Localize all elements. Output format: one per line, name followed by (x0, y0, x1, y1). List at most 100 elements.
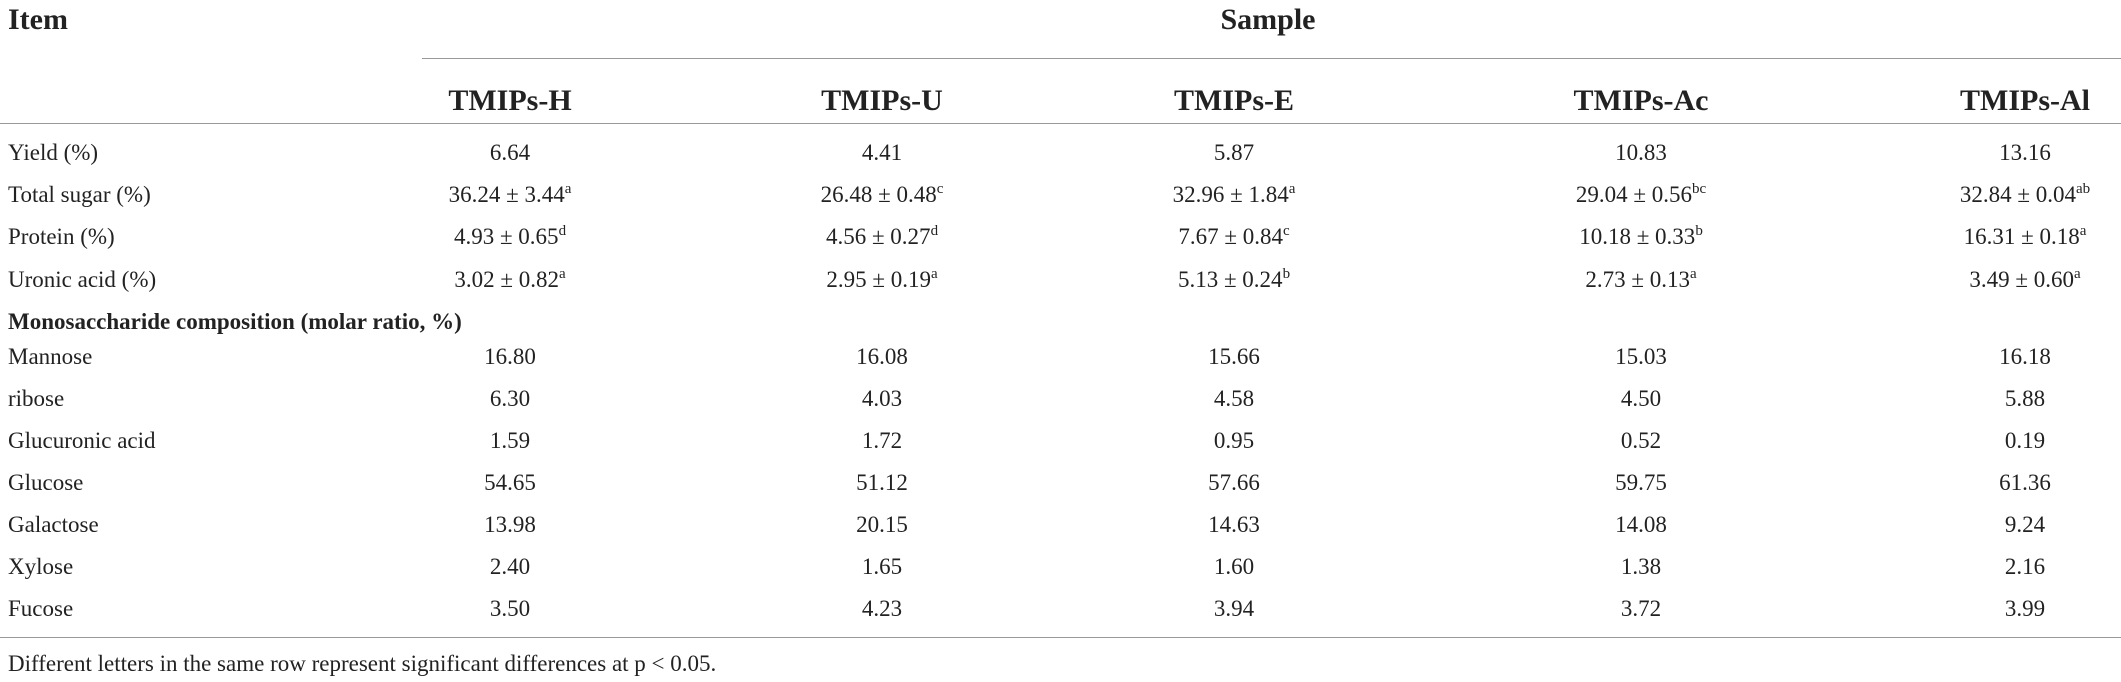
cell-value: 14.08 (1615, 512, 1667, 537)
cell: 13.98 (484, 512, 536, 538)
rule (0, 123, 2121, 124)
cell-value: 13.98 (484, 512, 536, 537)
item-header: Item (8, 3, 68, 36)
cell: 61.36 (1999, 470, 2051, 496)
cell: 6.30 (490, 386, 530, 412)
cell-value: 3.02 ± 0.82 (454, 267, 559, 292)
cell-value: 1.59 (489, 428, 531, 453)
significance-letter: ab (2075, 181, 2091, 197)
cell-value: 5.88 (2004, 386, 2046, 411)
cell: 4.56 ± 0.27d (826, 224, 938, 250)
rule (0, 637, 2121, 638)
cell-value: 10.83 (1615, 140, 1667, 165)
row-label: Total sugar (%) (8, 182, 151, 207)
significance-letter: a (2079, 223, 2087, 239)
cell: 4.03 (862, 386, 902, 412)
cell-value: 57.66 (1208, 470, 1260, 495)
cell: 3.50 (490, 596, 530, 622)
cell-value: 7.67 ± 0.84 (1178, 224, 1283, 249)
row-label: ribose (8, 386, 65, 411)
column-header: TMIPs-Al (1960, 84, 2090, 117)
cell: 5.87 (1214, 140, 1254, 166)
row-label: Xylose (8, 554, 74, 579)
cell-value: 26.48 ± 0.48 (820, 182, 937, 207)
cell-value: 16.08 (856, 344, 908, 369)
cell-value: 36.24 ± 3.44 (448, 182, 565, 207)
cell: 4.58 (1214, 386, 1254, 412)
cell-value: 0.95 (1213, 428, 1255, 453)
cell: 6.64 (490, 140, 530, 166)
cell-value: 3.49 ± 0.60 (1969, 267, 2074, 292)
cell: 36.24 ± 3.44a (449, 182, 572, 208)
cell: 51.12 (856, 470, 908, 496)
row-label: Uronic acid (%) (8, 267, 157, 292)
cell: 3.02 ± 0.82a (454, 267, 565, 293)
row-label: Fucose (8, 596, 74, 621)
cell: 2.16 (2005, 554, 2045, 580)
cell: 32.84 ± 0.04ab (1960, 182, 2090, 208)
cell-value: 1.72 (861, 428, 903, 453)
cell: 4.50 (1621, 386, 1661, 412)
cell-value: 2.40 (489, 554, 531, 579)
cell: 2.40 (490, 554, 530, 580)
cell: 0.95 (1214, 428, 1254, 454)
cell: 2.73 ± 0.13a (1585, 267, 1696, 293)
cell-value: 1.60 (1213, 554, 1255, 579)
cell-value: 4.58 (1213, 386, 1255, 411)
cell: 9.24 (2005, 512, 2045, 538)
cell-value: 54.65 (484, 470, 536, 495)
significance-letter: a (558, 266, 566, 282)
cell-value: 5.87 (1213, 140, 1255, 165)
cell-value: 3.99 (2004, 596, 2046, 621)
cell: 0.52 (1621, 428, 1661, 454)
cell-value: 6.64 (489, 140, 531, 165)
row-label: Galactose (8, 512, 99, 537)
cell: 16.18 (1999, 344, 2051, 370)
cell-value: 59.75 (1615, 470, 1667, 495)
row-label: Glucuronic acid (8, 428, 156, 453)
cell: 26.48 ± 0.48c (821, 182, 944, 208)
cell: 3.72 (1621, 596, 1661, 622)
cell-value: 4.23 (861, 596, 903, 621)
cell-value: 16.31 ± 0.18 (1963, 224, 2080, 249)
significance-letter: a (1689, 266, 1697, 282)
significance-letter: c (1282, 223, 1290, 239)
cell: 10.83 (1615, 140, 1667, 166)
cell: 1.65 (862, 554, 902, 580)
cell: 4.23 (862, 596, 902, 622)
section-title: Monosaccharide composition (molar ratio,… (8, 309, 462, 334)
cell-value: 1.38 (1620, 554, 1662, 579)
cell-value: 13.16 (1999, 140, 2051, 165)
cell: 1.72 (862, 428, 902, 454)
row-label: Mannose (8, 344, 93, 369)
cell: 7.67 ± 0.84c (1178, 224, 1289, 250)
cell-value: 5.13 ± 0.24 (1177, 267, 1283, 292)
significance-letter: a (2073, 266, 2081, 282)
cell: 1.59 (490, 428, 530, 454)
cell: 54.65 (484, 470, 536, 496)
cell-value: 32.84 ± 0.04 (1959, 182, 2076, 207)
cell: 16.80 (484, 344, 536, 370)
cell: 20.15 (856, 512, 908, 538)
cell-value: 61.36 (1999, 470, 2051, 495)
cell-value: 3.72 (1620, 596, 1662, 621)
cell: 16.31 ± 0.18a (1964, 224, 2087, 250)
cell-value: 4.03 (861, 386, 903, 411)
cell: 13.16 (1999, 140, 2051, 166)
cell-value: 32.96 ± 1.84 (1172, 182, 1289, 207)
cell-value: 2.73 ± 0.13 (1585, 267, 1690, 292)
row-label: Glucose (8, 470, 84, 495)
cell: 15.03 (1615, 344, 1667, 370)
cell-value: 15.66 (1208, 344, 1260, 369)
significance-letter: b (1282, 266, 1291, 282)
cell: 32.96 ± 1.84a (1173, 182, 1296, 208)
cell-value: 2.95 ± 0.19 (826, 267, 931, 292)
cell: 10.18 ± 0.33b (1579, 224, 1703, 250)
significance-letter: bc (1691, 181, 1707, 197)
cell: 57.66 (1208, 470, 1260, 496)
rule (422, 58, 2121, 59)
cell-value: 10.18 ± 0.33 (1579, 224, 1696, 249)
cell: 3.94 (1214, 596, 1254, 622)
cell-value: 4.93 ± 0.65 (453, 224, 559, 249)
